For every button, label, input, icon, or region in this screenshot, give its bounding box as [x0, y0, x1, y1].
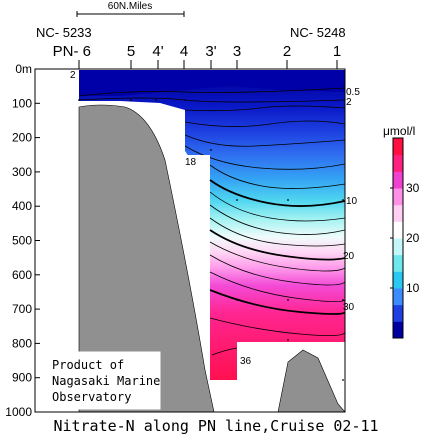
- surface-low-nitrate-layer: [79, 70, 345, 96]
- note-line-1: Product of: [52, 358, 124, 372]
- depth-tick-label: 100: [12, 96, 32, 110]
- colorbar-segment: [393, 221, 403, 239]
- contour-line: [209, 271, 345, 302]
- colorbar-segment: [393, 288, 403, 306]
- contour-label: 36: [240, 356, 252, 367]
- sample-points: [78, 99, 344, 381]
- nitrate-field: [79, 76, 345, 380]
- station-label: 5: [127, 43, 135, 60]
- note-box: [46, 351, 161, 410]
- station-labels: PN- 6 5 4' 4 3' 3 2 1: [53, 43, 342, 60]
- depth-tick-label: 200: [12, 131, 32, 145]
- depth-tick-label: 500: [12, 234, 32, 248]
- colorbar-segment: [393, 188, 403, 206]
- station-label: 4': [152, 43, 163, 60]
- colorbar-segment: [393, 321, 403, 339]
- contour-line: [209, 241, 345, 272]
- colorbar-segment: [393, 271, 403, 289]
- contour-line-bold: [209, 179, 345, 207]
- contour-line: [184, 120, 345, 127]
- contour-line: [209, 164, 345, 189]
- note-line-2: Nagasaki Marine: [52, 374, 160, 388]
- contour-line: [209, 204, 345, 235]
- note-text: Product of Nagasaki Marine Observatory: [52, 358, 168, 404]
- station-label: 4: [180, 43, 188, 60]
- station-label: 1: [333, 43, 341, 60]
- contour-line: [78, 87, 345, 97]
- depth-tick-label: 400: [12, 199, 32, 213]
- colorbar-segment: [393, 204, 403, 222]
- depth-axis: 0m 100 200 300 400 500 600 700 800 900 1000: [5, 62, 40, 419]
- colorbar-segment: [393, 138, 403, 156]
- contour-label: 20: [343, 251, 355, 262]
- depth-tick-label: 0m: [15, 62, 32, 76]
- station-label: PN- 6: [53, 43, 91, 60]
- colorbar: 30 20 10: [390, 137, 420, 339]
- station-ticks: [78, 60, 338, 69]
- station-code-right: NC- 5248: [290, 25, 346, 40]
- contour-line: [209, 254, 345, 286]
- seafloor-left: [78, 104, 215, 412]
- contour-label: 30: [343, 302, 355, 313]
- depth-tick-label: 700: [12, 302, 32, 316]
- contour-line: [211, 347, 238, 356]
- no-data-gap: [160, 103, 210, 168]
- colorbar-segment: [393, 304, 403, 322]
- depth-tick-label: 1000: [5, 405, 32, 419]
- depth-tick-label: 300: [12, 165, 32, 179]
- contour-label: 10: [346, 196, 358, 207]
- note-line-3: Observatory: [52, 390, 131, 404]
- chart-title: Nitrate-N along PN line,Cruise 02-11: [53, 417, 378, 435]
- depth-tick-label: 600: [12, 268, 32, 282]
- seafloor-right: [277, 349, 345, 412]
- colorbar-tick-label: 10: [406, 281, 420, 295]
- contour-line-bold: [209, 289, 345, 315]
- station-code-left: NC- 5233: [36, 25, 92, 40]
- depth-tick-label: 900: [12, 371, 32, 385]
- contour-line: [209, 191, 345, 222]
- contour-label: 2: [70, 70, 76, 81]
- contour-label: 0.5: [346, 87, 360, 98]
- contour-line-bold: [209, 229, 345, 261]
- station-label: 3': [205, 43, 216, 60]
- contour-label: 18: [185, 157, 197, 168]
- contour-line: [209, 217, 345, 247]
- contour-line: [184, 105, 345, 112]
- colorbar-tick-label: 20: [406, 231, 420, 245]
- contour-line: [209, 317, 345, 336]
- station-label: 3: [233, 43, 241, 60]
- section-body: [78, 70, 345, 412]
- colorbar-segment: [393, 254, 403, 272]
- colorbar-segment: [393, 154, 403, 172]
- colorbar-segment: [393, 171, 403, 189]
- depth-tick-label: 800: [12, 336, 32, 350]
- colorbar-segment: [393, 238, 403, 256]
- station-label: 2: [283, 43, 291, 60]
- contour-label: 2: [346, 97, 352, 108]
- colorbar-unit-label: μmol/l: [383, 124, 415, 138]
- distance-scale-label: 60N.Miles: [108, 1, 152, 12]
- colorbar-tick-label: 30: [406, 181, 420, 195]
- contour-line: [184, 134, 345, 147]
